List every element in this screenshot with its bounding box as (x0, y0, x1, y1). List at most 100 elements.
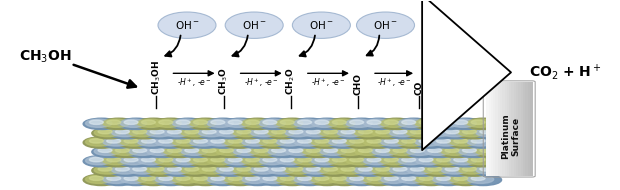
Circle shape (343, 174, 380, 185)
Circle shape (107, 158, 121, 162)
Circle shape (277, 138, 303, 146)
Circle shape (378, 137, 415, 148)
Circle shape (352, 165, 389, 176)
Circle shape (126, 165, 163, 176)
Circle shape (277, 119, 303, 127)
Text: CO$_2$ + H$^+$: CO$_2$ + H$^+$ (529, 63, 602, 82)
Circle shape (242, 119, 268, 127)
Circle shape (335, 165, 371, 176)
Bar (518, 82, 521, 176)
Circle shape (153, 174, 189, 185)
Circle shape (358, 129, 372, 134)
Circle shape (326, 174, 363, 185)
Circle shape (352, 127, 389, 139)
Circle shape (246, 158, 260, 162)
Circle shape (393, 148, 407, 152)
Circle shape (335, 146, 371, 158)
Circle shape (133, 167, 147, 171)
Circle shape (211, 139, 225, 143)
Circle shape (428, 129, 441, 134)
Circle shape (86, 138, 112, 146)
Circle shape (159, 139, 173, 143)
Circle shape (257, 118, 293, 130)
Circle shape (224, 175, 250, 183)
Text: -H$^+$, -e$^-$: -H$^+$, -e$^-$ (177, 76, 211, 89)
Circle shape (83, 156, 120, 167)
Circle shape (187, 156, 224, 167)
Bar (493, 82, 496, 176)
Circle shape (231, 165, 267, 176)
Circle shape (98, 167, 112, 171)
Circle shape (430, 137, 467, 148)
Circle shape (387, 146, 423, 158)
Circle shape (109, 127, 146, 139)
Circle shape (402, 120, 415, 124)
Circle shape (237, 148, 251, 152)
Circle shape (103, 119, 130, 127)
Circle shape (407, 147, 433, 155)
Circle shape (433, 175, 459, 183)
Circle shape (306, 148, 320, 152)
Circle shape (124, 176, 138, 180)
Circle shape (398, 138, 424, 146)
Circle shape (259, 175, 285, 183)
Circle shape (439, 127, 476, 139)
Circle shape (112, 166, 138, 174)
Circle shape (326, 118, 363, 130)
Circle shape (233, 147, 259, 155)
Circle shape (248, 127, 285, 139)
Circle shape (248, 165, 285, 176)
Circle shape (196, 146, 232, 158)
Circle shape (346, 157, 372, 165)
Circle shape (237, 129, 251, 134)
Circle shape (265, 165, 302, 176)
Circle shape (150, 167, 164, 171)
Circle shape (263, 139, 277, 143)
Circle shape (207, 157, 233, 165)
Circle shape (193, 158, 208, 162)
Circle shape (100, 174, 137, 185)
Circle shape (224, 138, 250, 146)
Circle shape (124, 158, 138, 162)
Circle shape (456, 146, 493, 158)
Circle shape (153, 137, 189, 148)
Circle shape (185, 129, 199, 134)
Circle shape (311, 138, 337, 146)
Circle shape (98, 148, 112, 152)
Circle shape (146, 147, 172, 155)
Circle shape (268, 147, 294, 155)
Circle shape (120, 157, 147, 165)
Circle shape (381, 175, 407, 183)
Circle shape (474, 146, 510, 158)
Circle shape (92, 127, 128, 139)
Circle shape (274, 118, 311, 130)
Circle shape (402, 158, 415, 162)
Circle shape (150, 148, 164, 152)
Circle shape (372, 147, 398, 155)
Circle shape (94, 147, 121, 155)
Circle shape (343, 137, 380, 148)
Circle shape (396, 118, 432, 130)
Circle shape (274, 156, 311, 167)
Circle shape (100, 137, 137, 148)
Circle shape (120, 175, 147, 183)
Circle shape (326, 156, 363, 167)
Circle shape (309, 156, 345, 167)
Circle shape (350, 176, 363, 180)
Circle shape (298, 139, 311, 143)
Circle shape (159, 176, 173, 180)
Circle shape (159, 158, 173, 162)
Circle shape (202, 167, 216, 171)
Circle shape (329, 119, 355, 127)
Circle shape (361, 118, 397, 130)
Circle shape (393, 129, 407, 134)
Circle shape (103, 138, 130, 146)
Circle shape (300, 165, 337, 176)
Circle shape (324, 129, 337, 134)
Circle shape (219, 129, 234, 134)
Ellipse shape (158, 12, 216, 38)
Circle shape (294, 119, 320, 127)
Circle shape (133, 129, 147, 134)
Circle shape (389, 129, 415, 137)
Circle shape (239, 137, 276, 148)
